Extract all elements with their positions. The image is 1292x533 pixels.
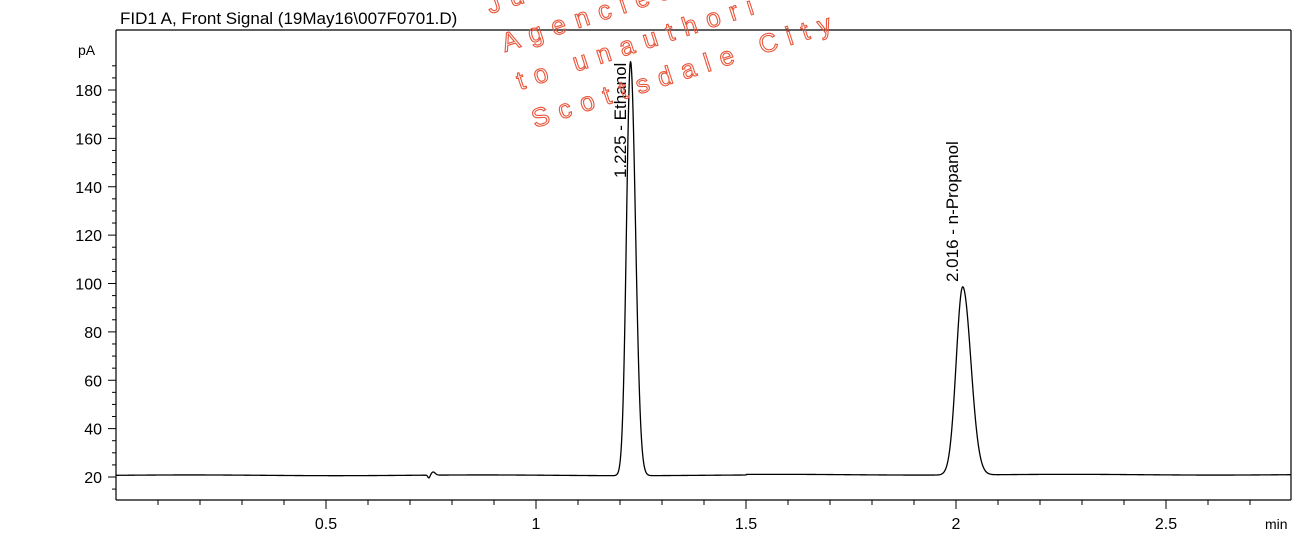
y-tick-label: 20 [84,470,102,487]
x-tick-label: 0.5 [315,516,337,533]
x-axis-unit-label: min [1265,516,1288,532]
y-tick-label: 160 [75,131,102,148]
plot-frame [115,29,1292,501]
x-axis: 0.5 1 1.5 2 2.5 [157,500,1251,533]
signal-series [115,61,1291,479]
peak-labels: 1.225 - Ethanol 2.016 - n-Propanol [611,63,962,282]
x-tick-label: 1 [532,516,541,533]
y-tick-label: 60 [84,373,102,390]
y-tick-label: 180 [75,83,102,100]
x-tick-label: 2 [952,516,961,533]
peak-label: 2.016 - n-Propanol [943,141,962,282]
y-tick-label: 140 [75,180,102,197]
chart-title: FID1 A, Front Signal (19May16\007F0701.D… [120,9,457,28]
y-tick-label: 100 [75,277,102,294]
x-tick-label: 1.5 [735,516,757,533]
y-tick-label: 40 [84,422,102,439]
y-tick-label: 80 [84,325,102,342]
peak-label: 1.225 - Ethanol [611,63,630,178]
y-axis: 20 40 60 80 100 120 140 160 180 [75,65,116,490]
signal-trace [115,61,1291,479]
y-axis-unit-label: pA [78,42,96,58]
y-tick-label: 120 [75,228,102,245]
x-tick-label: 2.5 [1155,516,1177,533]
